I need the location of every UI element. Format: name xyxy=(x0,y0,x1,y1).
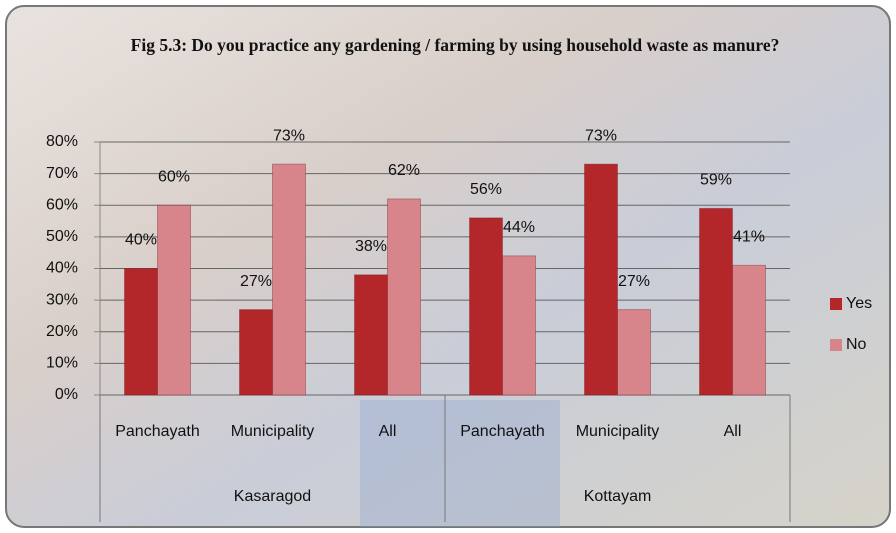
value-label: 44% xyxy=(503,219,535,236)
legend-swatch xyxy=(830,339,842,351)
value-label: 62% xyxy=(388,162,420,179)
y-tick-label: 50% xyxy=(46,228,78,245)
x-tick-label: Municipality xyxy=(576,423,660,440)
value-label: 41% xyxy=(733,229,765,246)
background-shape xyxy=(360,400,560,527)
x-tick-label: Panchayath xyxy=(460,423,545,440)
chart-frame xyxy=(5,5,891,528)
x-tick-label: Municipality xyxy=(231,423,315,440)
y-tick-label: 60% xyxy=(46,196,78,213)
value-label: 56% xyxy=(470,181,502,198)
bar xyxy=(272,163,306,396)
bar xyxy=(387,198,421,396)
value-label: 59% xyxy=(700,172,732,189)
value-label: 60% xyxy=(158,168,190,185)
legend-label: Yes xyxy=(846,295,872,312)
y-tick-label: 20% xyxy=(46,323,78,340)
legend-swatch xyxy=(830,298,842,310)
y-tick-label: 40% xyxy=(46,260,78,277)
bar xyxy=(469,217,503,396)
bar xyxy=(124,268,158,396)
bar xyxy=(617,309,651,396)
value-label: 27% xyxy=(240,273,272,290)
y-tick-label: 0% xyxy=(55,386,78,403)
x-tick-label: Panchayath xyxy=(115,423,200,440)
bar xyxy=(584,163,618,396)
bar xyxy=(354,274,388,396)
bar xyxy=(239,309,273,396)
value-label: 38% xyxy=(355,238,387,255)
bar xyxy=(699,207,733,396)
group-label: Kasaragod xyxy=(234,488,311,505)
bar xyxy=(157,204,191,396)
bar xyxy=(732,264,766,396)
group-label: Kottayam xyxy=(584,488,652,505)
legend-label: No xyxy=(846,336,867,353)
y-tick-label: 80% xyxy=(46,133,78,150)
value-label: 73% xyxy=(585,127,617,144)
bar xyxy=(502,255,536,396)
x-tick-label: All xyxy=(379,423,397,440)
x-tick-label: All xyxy=(724,423,742,440)
y-tick-label: 10% xyxy=(46,355,78,372)
y-tick-label: 70% xyxy=(46,165,78,182)
value-label: 40% xyxy=(125,232,157,249)
chart-title: Fig 5.3: Do you practice any gardening /… xyxy=(130,35,780,55)
value-label: 27% xyxy=(618,273,650,290)
value-label: 73% xyxy=(273,127,305,144)
y-tick-label: 30% xyxy=(46,291,78,308)
